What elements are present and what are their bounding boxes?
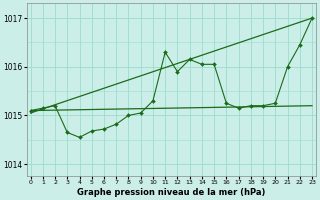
X-axis label: Graphe pression niveau de la mer (hPa): Graphe pression niveau de la mer (hPa) (77, 188, 266, 197)
